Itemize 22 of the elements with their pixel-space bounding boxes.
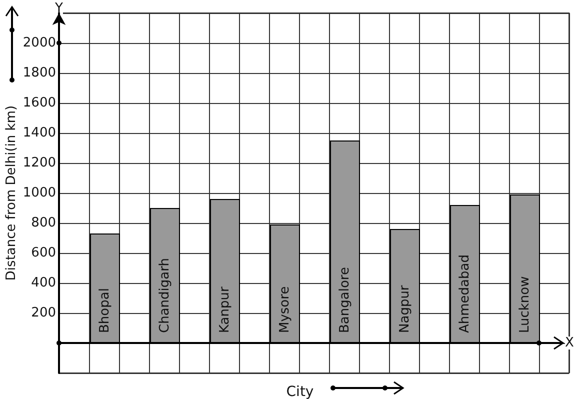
y-tick-label: 1800 <box>22 66 56 80</box>
x-axis-title: City <box>286 384 314 399</box>
x-tick-label: Ahmedabad <box>458 254 472 333</box>
y-tick-label: 800 <box>31 216 56 230</box>
x-tick-label: Nagpur <box>398 284 412 333</box>
y-tick-label: 1600 <box>22 96 56 110</box>
x-tick-label: Bangalore <box>338 267 352 333</box>
annotation: X <box>565 336 574 350</box>
y-tick-label: 1200 <box>22 156 56 170</box>
y-tick-label: 400 <box>31 276 56 290</box>
y-tick-label: 1400 <box>22 126 56 140</box>
x-tick-label: Lucknow <box>518 276 532 333</box>
y-axis-title: Distance from Delhi(in km) <box>4 105 19 281</box>
y-tick-label: 600 <box>31 246 56 260</box>
y-tick-label: 200 <box>31 306 56 320</box>
y-tick-label: 2000 <box>22 36 56 50</box>
x-tick-label: Bhopal <box>98 288 112 333</box>
x-tick-label: Kanpur <box>218 286 232 333</box>
x-tick-label: Mysore <box>278 286 292 333</box>
y-tick-label: 1000 <box>22 186 56 200</box>
annotation: Y <box>54 1 64 16</box>
x-tick-label: Chandigarh <box>158 258 172 333</box>
